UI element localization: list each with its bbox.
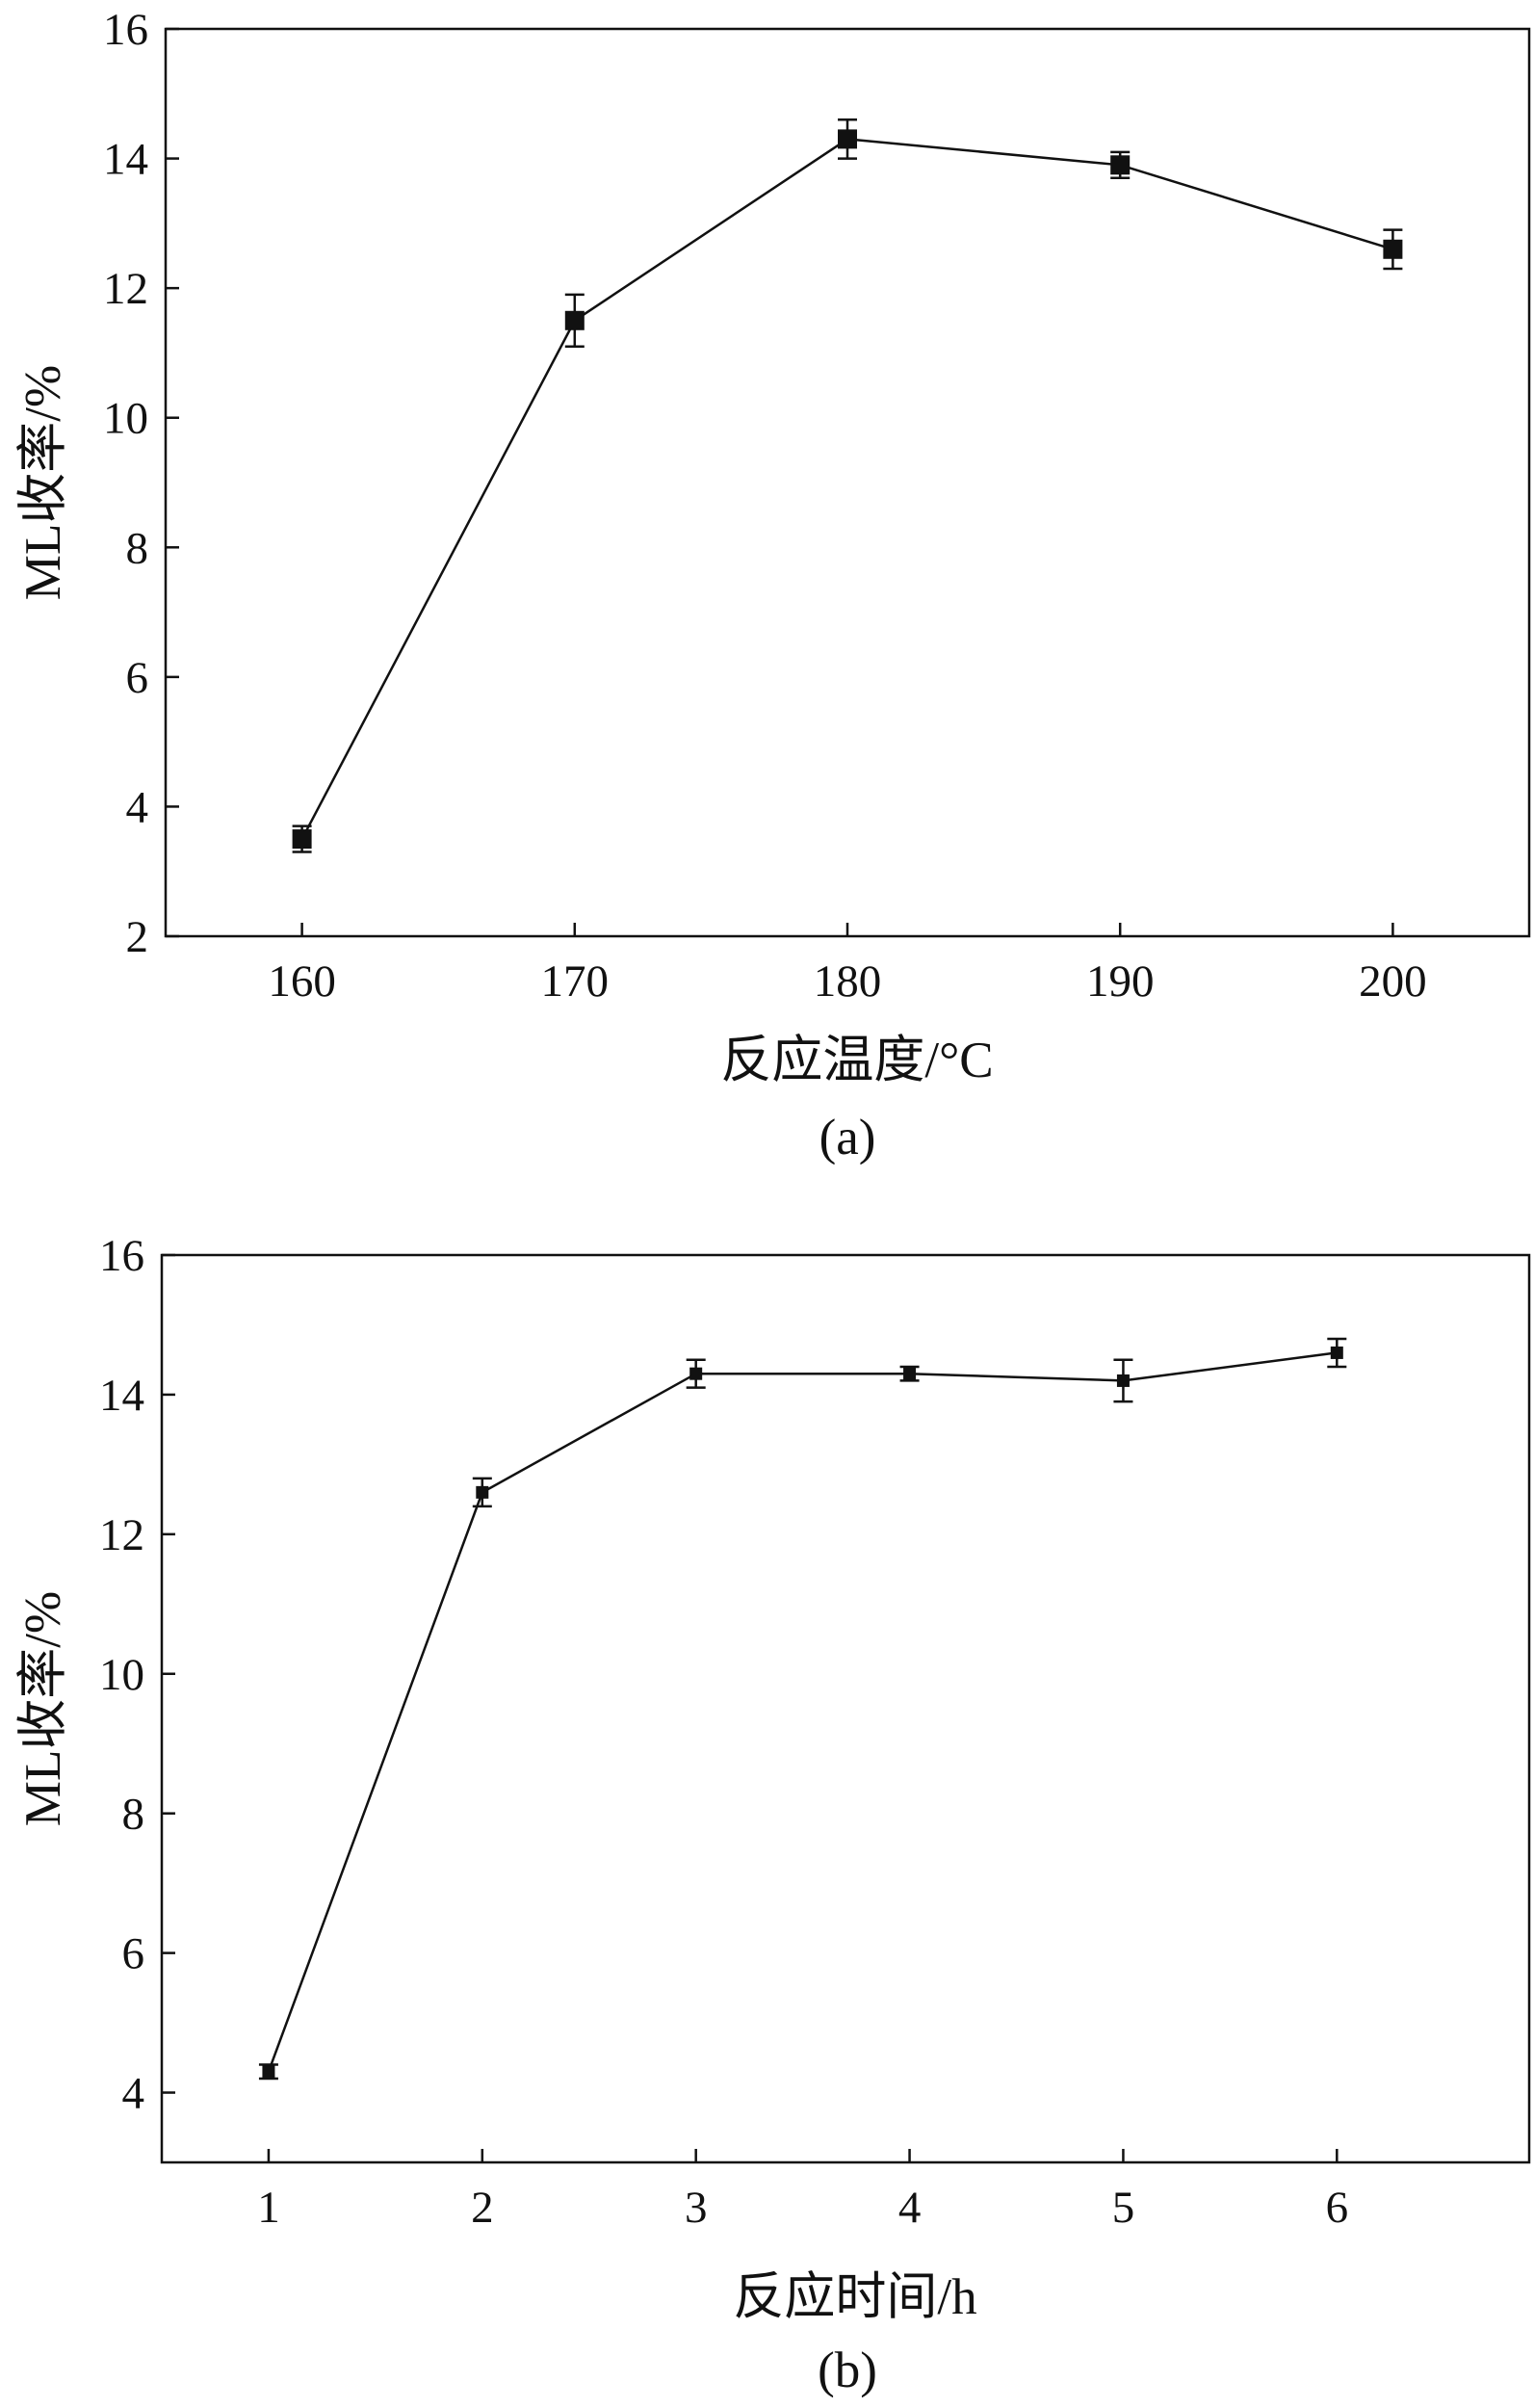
x-tick-label: 170: [541, 956, 610, 1007]
y-tick-label: 4: [126, 782, 149, 832]
y-tick-label: 12: [103, 264, 148, 314]
y-tick-label: 10: [99, 1650, 144, 1700]
x-axis-title: 反应时间/h: [733, 2269, 976, 2325]
panel-label-b: (b): [818, 2343, 877, 2398]
data-point: [838, 129, 857, 149]
data-point: [564, 310, 585, 330]
data-point: [476, 1485, 489, 1499]
y-tick-label: 6: [122, 1929, 145, 1979]
x-axis-title: 反应温度/°C: [720, 1033, 993, 1088]
data-point: [1116, 1374, 1130, 1387]
y-tick-label: 16: [99, 1231, 144, 1281]
y-tick-label: 8: [122, 1790, 145, 1840]
y-tick-label: 14: [103, 135, 148, 185]
y-tick-label: 2: [126, 912, 149, 962]
data-point: [262, 2065, 275, 2079]
x-tick-label: 2: [471, 2183, 494, 2233]
data-point: [292, 829, 312, 850]
x-tick-label: 200: [1359, 956, 1427, 1007]
y-tick-label: 4: [122, 2069, 145, 2119]
y-axis-title: ML收率/%: [15, 1591, 71, 1826]
panel-label-a: (a): [819, 1110, 876, 1165]
data-point: [1383, 239, 1403, 259]
x-tick-label: 160: [268, 956, 336, 1007]
x-tick-label: 4: [898, 2183, 922, 2233]
x-tick-label: 190: [1086, 956, 1155, 1007]
data-point: [689, 1367, 703, 1380]
plot-frame: [160, 1253, 1531, 2164]
y-tick-label: 14: [99, 1371, 144, 1421]
data-point: [1330, 1346, 1343, 1359]
y-tick-label: 10: [103, 394, 148, 444]
series-line: [267, 1351, 1338, 2073]
data-point: [1110, 155, 1131, 175]
x-tick-label: 1: [257, 2183, 280, 2233]
y-axis-title: ML收率/%: [15, 365, 71, 600]
series-line: [300, 138, 1393, 840]
data-point: [903, 1367, 917, 1380]
y-tick-label: 16: [103, 5, 148, 55]
plot-frame: [164, 27, 1531, 938]
x-tick-label: 3: [685, 2183, 708, 2233]
y-tick-label: 8: [126, 523, 149, 573]
x-tick-label: 6: [1326, 2183, 1349, 2233]
y-tick-label: 6: [126, 653, 149, 703]
chart-panel-a: 160 170 180 190 200 2 4 6 8 10 12 14 16 反应温度/°C ML收率/%…: [15, 5, 1531, 1165]
y-tick-label: 12: [99, 1510, 144, 1560]
x-tick-label: 180: [814, 956, 882, 1007]
x-tick-label: 5: [1112, 2183, 1135, 2233]
